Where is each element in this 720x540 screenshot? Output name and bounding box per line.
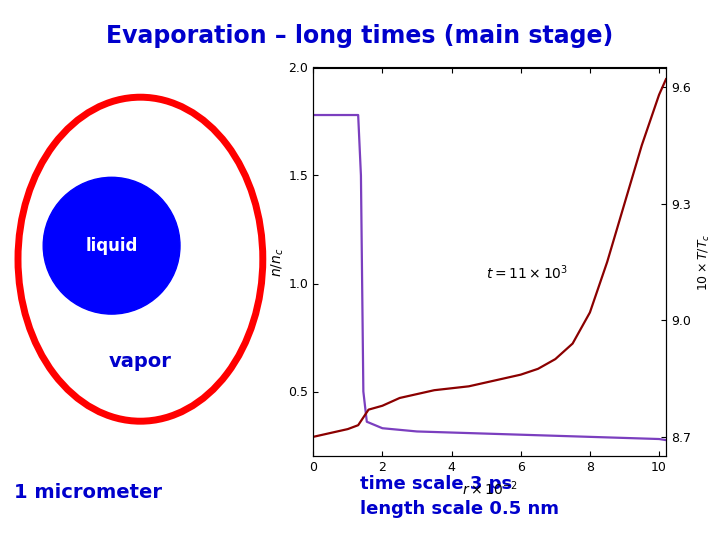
Y-axis label: $n/n_c$: $n/n_c$ — [269, 247, 286, 276]
Text: $t = 11 \times 10^{3}$: $t = 11 \times 10^{3}$ — [486, 264, 569, 282]
Y-axis label: $10 \times T/T_c$: $10 \times T/T_c$ — [696, 233, 711, 291]
Text: Evaporation – long times (main stage): Evaporation – long times (main stage) — [107, 24, 613, 48]
X-axis label: $r \times 10^{-2}$: $r \times 10^{-2}$ — [462, 480, 518, 498]
Text: time scale 3 ps
length scale 0.5 nm: time scale 3 ps length scale 0.5 nm — [360, 475, 559, 518]
Ellipse shape — [43, 177, 180, 314]
Text: vapor: vapor — [109, 352, 172, 372]
Text: 1 micrometer: 1 micrometer — [14, 483, 163, 502]
Text: liquid: liquid — [86, 237, 138, 255]
